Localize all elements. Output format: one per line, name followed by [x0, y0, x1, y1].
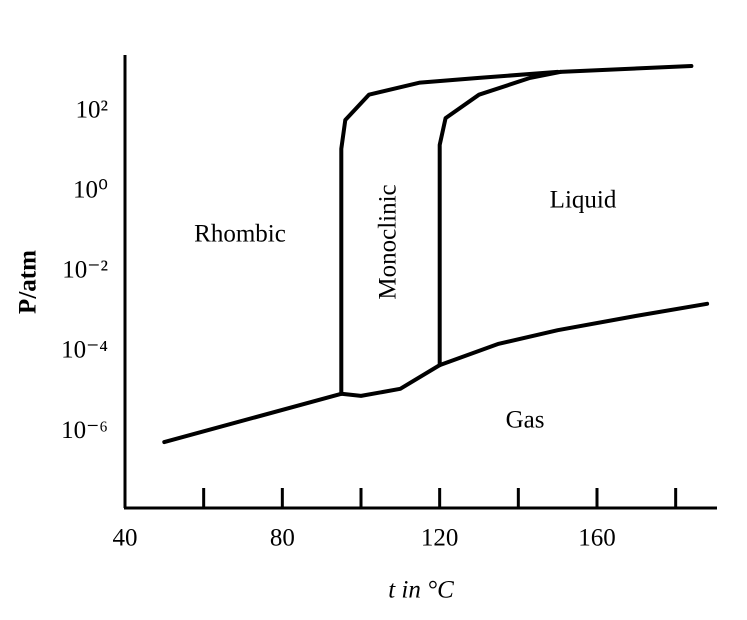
region-label: Gas: [506, 407, 545, 434]
y-axis-label: P/atm: [15, 250, 42, 314]
y-tick-label: 10⁻²: [62, 257, 108, 284]
y-tick-label: 10⁻⁴: [61, 337, 108, 364]
phase-boundary: [339, 69, 560, 396]
y-tick-label: 10²: [76, 97, 109, 124]
y-tick-label: 10⁰: [73, 177, 108, 204]
phase-boundary: [437, 69, 563, 368]
x-tick-label: 40: [113, 525, 138, 552]
phase-boundary: [437, 301, 710, 368]
phase-boundary: [558, 64, 694, 74]
x-tick-label: 80: [270, 525, 295, 552]
region-label: Rhombic: [194, 221, 286, 248]
x-tick-label: 120: [421, 525, 459, 552]
phase-boundary: [339, 363, 442, 398]
x-axis-label: t in °C: [388, 577, 454, 604]
region-label: Monoclinic: [375, 184, 402, 299]
x-tick-label: 160: [578, 525, 616, 552]
phase-boundary: [162, 391, 344, 445]
y-tick-label: 10⁻⁶: [61, 417, 108, 444]
region-label: Liquid: [550, 187, 617, 214]
